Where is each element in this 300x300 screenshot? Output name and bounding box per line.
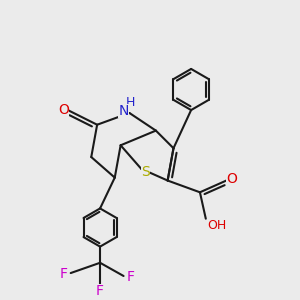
Text: O: O bbox=[58, 103, 69, 117]
Text: O: O bbox=[226, 172, 237, 186]
Text: F: F bbox=[127, 270, 135, 284]
Text: H: H bbox=[126, 96, 136, 109]
Text: N: N bbox=[118, 103, 129, 118]
Text: F: F bbox=[59, 267, 68, 281]
Text: S: S bbox=[141, 165, 150, 179]
Text: OH: OH bbox=[207, 219, 226, 232]
Text: F: F bbox=[96, 284, 104, 298]
